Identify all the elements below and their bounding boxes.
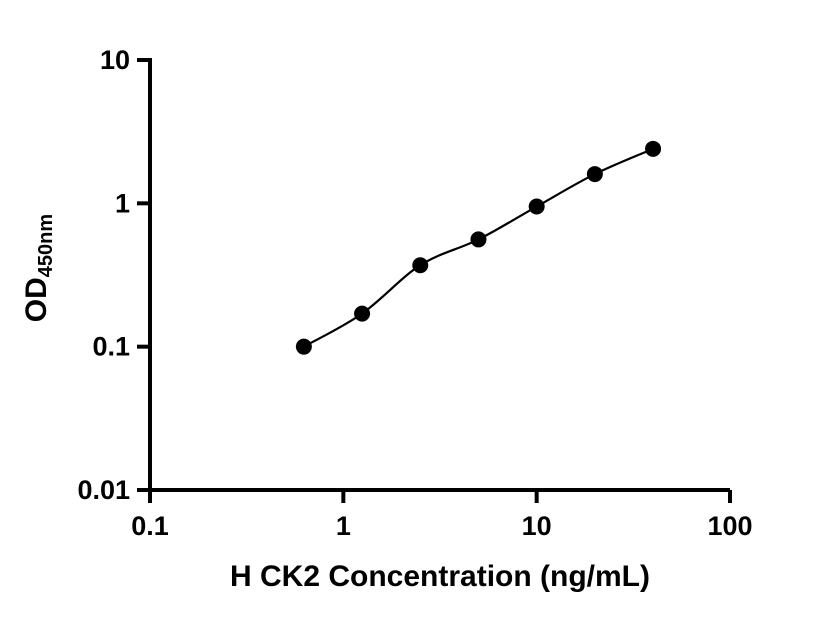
data-series <box>295 140 662 355</box>
tick-marks <box>137 58 732 503</box>
y-tick-label: 10 <box>100 45 130 75</box>
y-tick-label: 1 <box>115 188 130 218</box>
axis-lines <box>148 58 730 492</box>
data-point <box>470 231 487 248</box>
y-axis-title-subscript: 450nm <box>35 214 57 277</box>
data-point <box>412 257 429 274</box>
data-point <box>354 305 371 322</box>
data-point <box>528 198 545 215</box>
y-tick-label: 0.01 <box>77 475 130 505</box>
data-point <box>645 140 662 157</box>
data-point <box>586 166 603 183</box>
data-point <box>295 338 312 355</box>
x-tick-label: 100 <box>707 511 752 541</box>
x-tick-label: 0.1 <box>131 511 169 541</box>
y-tick-label: 0.1 <box>92 332 130 362</box>
x-tick-label: 10 <box>522 511 552 541</box>
x-axis-title: H CK2 Concentration (ng/mL) <box>230 560 650 593</box>
y-axis-title-main: OD <box>20 277 53 322</box>
x-tick-label: 1 <box>336 511 351 541</box>
axes <box>148 58 730 492</box>
y-axis-title: OD450nm <box>20 214 57 322</box>
